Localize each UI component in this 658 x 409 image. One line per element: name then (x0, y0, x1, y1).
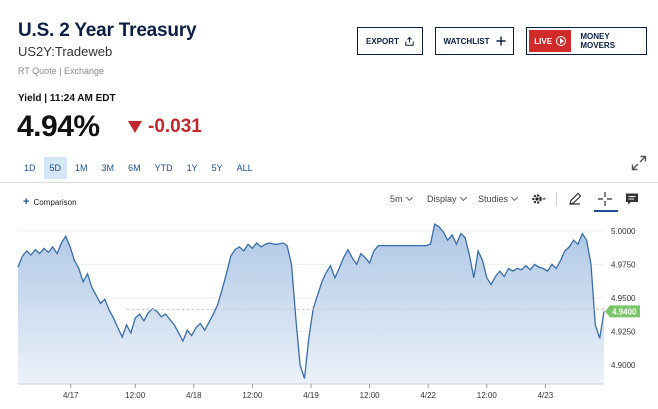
range-5d[interactable]: 5D (43, 157, 68, 179)
last-price: 4.94% (17, 110, 100, 143)
x-tick-label: 4/23 (538, 391, 554, 400)
display-label: Display (427, 194, 457, 204)
studies-dropdown[interactable]: Studies (478, 193, 519, 204)
active-tool-indicator (594, 210, 618, 212)
crosshair-icon[interactable] (597, 191, 613, 207)
chevron-down-icon (459, 193, 467, 202)
studies-label: Studies (478, 194, 509, 204)
range-selector: 1D 5D 1M 3M 6M YTD 1Y 5Y ALL (18, 157, 261, 179)
watchlist-button-label: WATCHLIST (443, 36, 490, 46)
display-dropdown[interactable]: Display (427, 193, 467, 204)
gear-icon[interactable] (530, 191, 546, 207)
range-5y[interactable]: 5Y (211, 163, 223, 173)
plus-icon (496, 36, 506, 46)
comment-icon[interactable] (624, 191, 640, 207)
x-tick-label: 12:00 (125, 391, 146, 400)
interval-dropdown[interactable]: 5m (390, 193, 413, 204)
plus-icon: + (23, 196, 30, 208)
page-title: U.S. 2 Year Treasury (18, 20, 197, 41)
x-tick-label: 12:00 (477, 391, 498, 400)
y-tick-label: 4.9750 (611, 260, 636, 269)
price-chart-svg: 4/17 12:00 4/18 12:00 4/19 12:00 4/22 12:00 4/23… (17, 223, 640, 400)
chevron-down-icon (510, 193, 519, 202)
y-tick-label: 4.9000 (611, 361, 636, 370)
money-movers-button[interactable]: LIVE MONEY MOVERS (526, 27, 647, 55)
y-tick-label: 4.9250 (611, 328, 636, 337)
toolbar-separator (556, 192, 557, 206)
down-arrow-icon (128, 121, 142, 133)
x-tick-label: 4/19 (303, 391, 319, 400)
range-1y[interactable]: 1Y (186, 163, 198, 173)
live-label: LIVE (534, 36, 553, 46)
watchlist-button[interactable]: WATCHLIST (435, 27, 514, 55)
range-all[interactable]: ALL (236, 163, 253, 173)
comparison-button[interactable]: + Comparison (23, 196, 77, 208)
range-3m[interactable]: 3M (101, 163, 115, 173)
range-ytd[interactable]: YTD (154, 163, 173, 173)
export-button-label: EXPORT (366, 36, 399, 46)
export-button[interactable]: EXPORT (357, 27, 423, 55)
price-change: -0.031 (148, 116, 202, 137)
y-tick-label: 5.0000 (611, 227, 636, 236)
y-tick-label: 4.9500 (611, 294, 636, 303)
x-tick-label: 4/18 (186, 391, 202, 400)
interval-label: 5m (390, 194, 403, 204)
last-value-badge (605, 305, 640, 318)
pencil-icon[interactable] (567, 191, 583, 207)
expand-icon[interactable] (631, 155, 647, 171)
series-line (17, 223, 605, 379)
x-tick-label: 4/22 (420, 391, 436, 400)
play-icon (556, 36, 567, 46)
x-tick-label: 4/17 (63, 391, 79, 400)
range-6m[interactable]: 6M (128, 163, 141, 173)
x-tick-label: 12:00 (242, 391, 263, 400)
range-1d[interactable]: 1D (24, 163, 36, 173)
last-value-label: 4.9400 (612, 307, 637, 316)
price-chart[interactable]: 4/17 12:00 4/18 12:00 4/19 12:00 4/22 12:00 4/23… (0, 214, 658, 409)
chevron-down-icon (405, 193, 413, 202)
share-icon (405, 36, 414, 46)
range-1m[interactable]: 1M (75, 163, 88, 173)
series-area (18, 224, 604, 384)
yield-timestamp: Yield | 11:24 AM EDT (18, 93, 116, 104)
quote-type-label: RT Quote | Exchange (18, 66, 105, 76)
money-movers-label: MONEY MOVERS (580, 32, 616, 50)
x-tick-label: 12:00 (360, 391, 381, 400)
live-badge: LIVE (529, 30, 572, 52)
comparison-label: Comparison (33, 198, 77, 207)
toolbar-divider (0, 182, 658, 183)
symbol-label: US2Y:Tradeweb (18, 44, 113, 59)
